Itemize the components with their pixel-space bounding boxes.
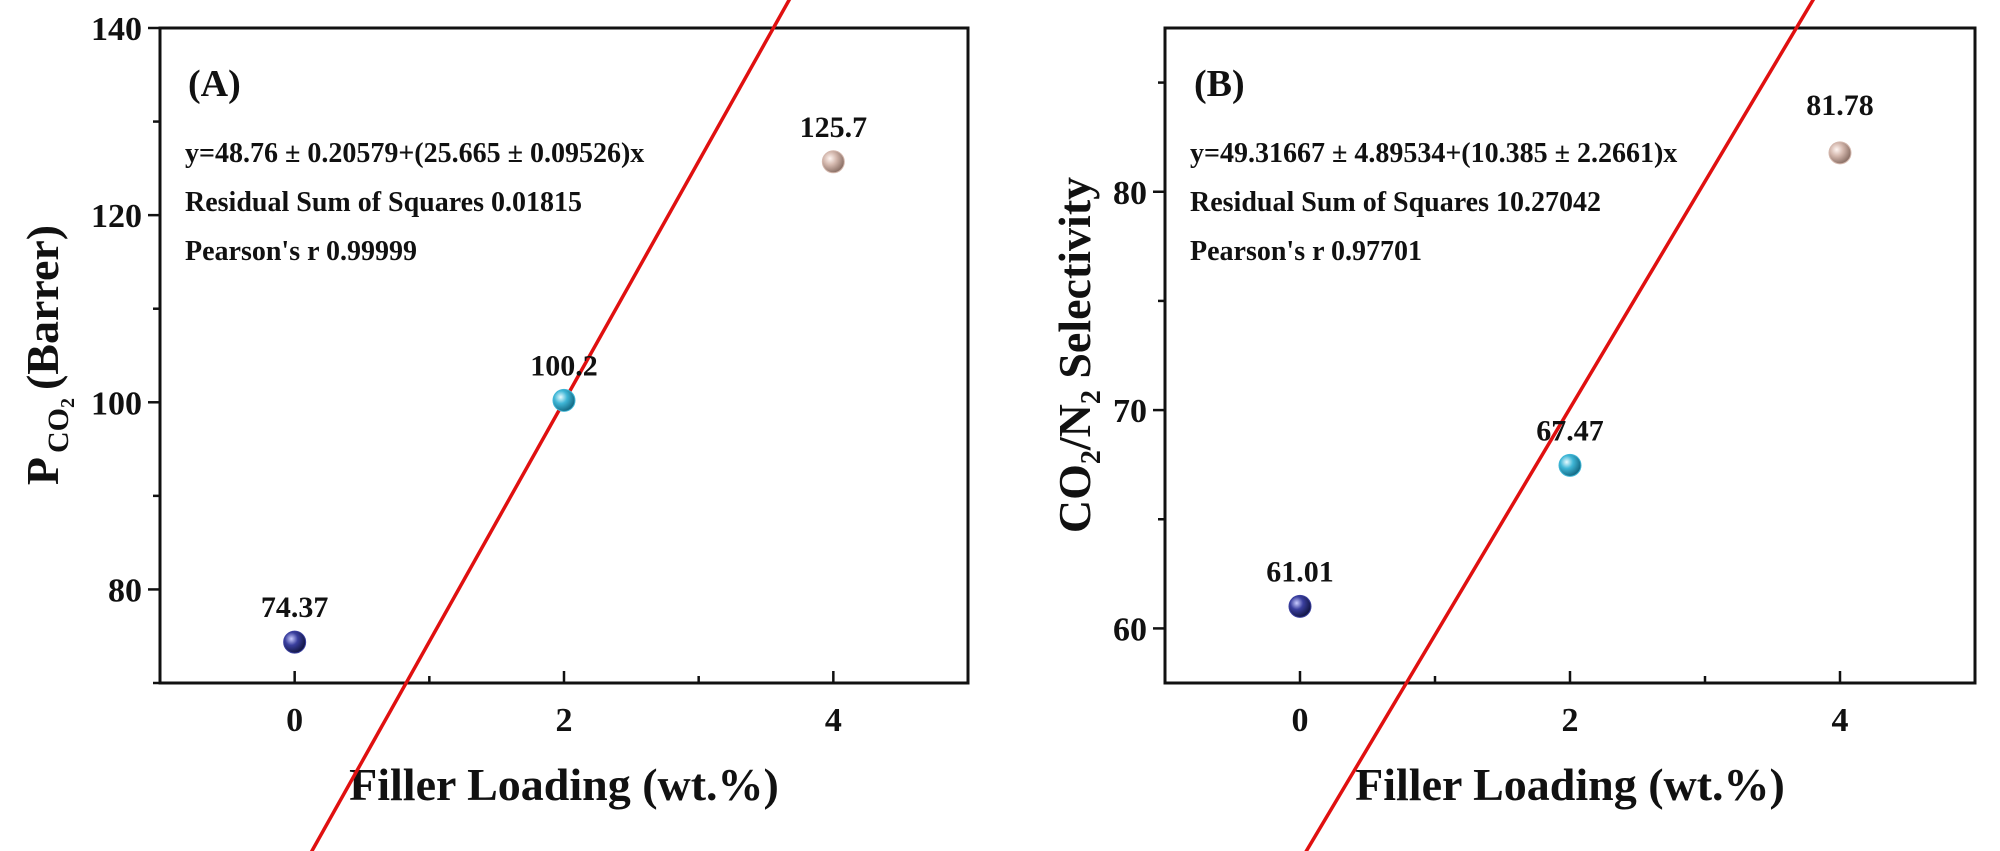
- y-title-a-sub2: 2: [57, 398, 79, 408]
- data-label-b-0: 61.01: [1266, 555, 1334, 588]
- data-label-b-1: 67.47: [1536, 414, 1604, 447]
- x-tick-label-b: 2: [1562, 702, 1579, 739]
- data-point-a-0: [283, 630, 307, 654]
- x-axis-title-b: Filler Loading (wt.%): [1355, 759, 1785, 810]
- y-axis-title-a: P CO2 (Barrer): [17, 225, 79, 485]
- fit-line-b: [1304, 0, 1816, 851]
- y-title-b-b-sub: 2: [1076, 390, 1107, 404]
- y-tick-label-a: 100: [91, 385, 142, 422]
- y-title-a-sub: CO: [42, 408, 75, 453]
- x-axis-title-a: Filler Loading (wt.%): [349, 759, 779, 810]
- data-label-b-2: 81.78: [1806, 89, 1874, 122]
- pearson-r-a: Pearson's r 0.99999: [185, 236, 417, 267]
- panel-label-b: (B): [1194, 63, 1245, 105]
- data-point-a-2: [821, 150, 845, 174]
- data-label-a-1: 100.2: [530, 349, 598, 382]
- x-tick-label-a: 4: [825, 702, 842, 739]
- y-title-a-unit: (Barrer): [17, 225, 68, 390]
- data-point-a-1: [552, 388, 576, 412]
- y-title-b-b: /N: [1049, 404, 1100, 451]
- panel-label-a: (A): [188, 63, 241, 105]
- x-tick-label-a: 0: [286, 702, 303, 739]
- x-tick-label-a: 2: [556, 702, 573, 739]
- data-point-b-1: [1558, 453, 1582, 477]
- panel-b: (B) y=49.31667 ± 4.89534+(10.385 ± 2.266…: [1049, 0, 1977, 851]
- data-label-a-0: 74.37: [261, 591, 329, 624]
- y-tick-label-a: 140: [91, 11, 142, 48]
- y-title-b-a: CO: [1049, 464, 1100, 533]
- y-axis-title-b: CO2/N2 Selectivity: [1049, 177, 1107, 533]
- y-title-b-a-sub: 2: [1076, 450, 1107, 464]
- fit-equation-a: y=48.76 ± 0.20579+(25.665 ± 0.09526)x: [185, 138, 644, 169]
- pearson-r-b: Pearson's r 0.97701: [1190, 236, 1422, 267]
- data-point-b-2: [1828, 141, 1852, 165]
- data-point-b-0: [1288, 594, 1312, 618]
- y-tick-label-b: 70: [1113, 393, 1147, 430]
- fit-equation-b: y=49.31667 ± 4.89534+(10.385 ± 2.2661)x: [1190, 138, 1677, 169]
- y-tick-label-a: 80: [108, 572, 142, 609]
- data-label-a-2: 125.7: [800, 111, 868, 144]
- y-tick-label-b: 80: [1113, 175, 1147, 212]
- panel-a: (A) y=48.76 ± 0.20579+(25.665 ± 0.09526)…: [17, 0, 970, 851]
- x-tick-label-b: 4: [1832, 702, 1849, 739]
- y-title-b-c: Selectivity: [1049, 177, 1100, 390]
- y-tick-label-a: 120: [91, 198, 142, 235]
- y-title-a-main: P: [17, 457, 68, 485]
- y-tick-label-b: 60: [1113, 611, 1147, 648]
- residual-sum-b: Residual Sum of Squares 10.27042: [1190, 187, 1601, 218]
- x-tick-label-b: 0: [1292, 702, 1309, 739]
- residual-sum-a: Residual Sum of Squares 0.01815: [185, 187, 582, 218]
